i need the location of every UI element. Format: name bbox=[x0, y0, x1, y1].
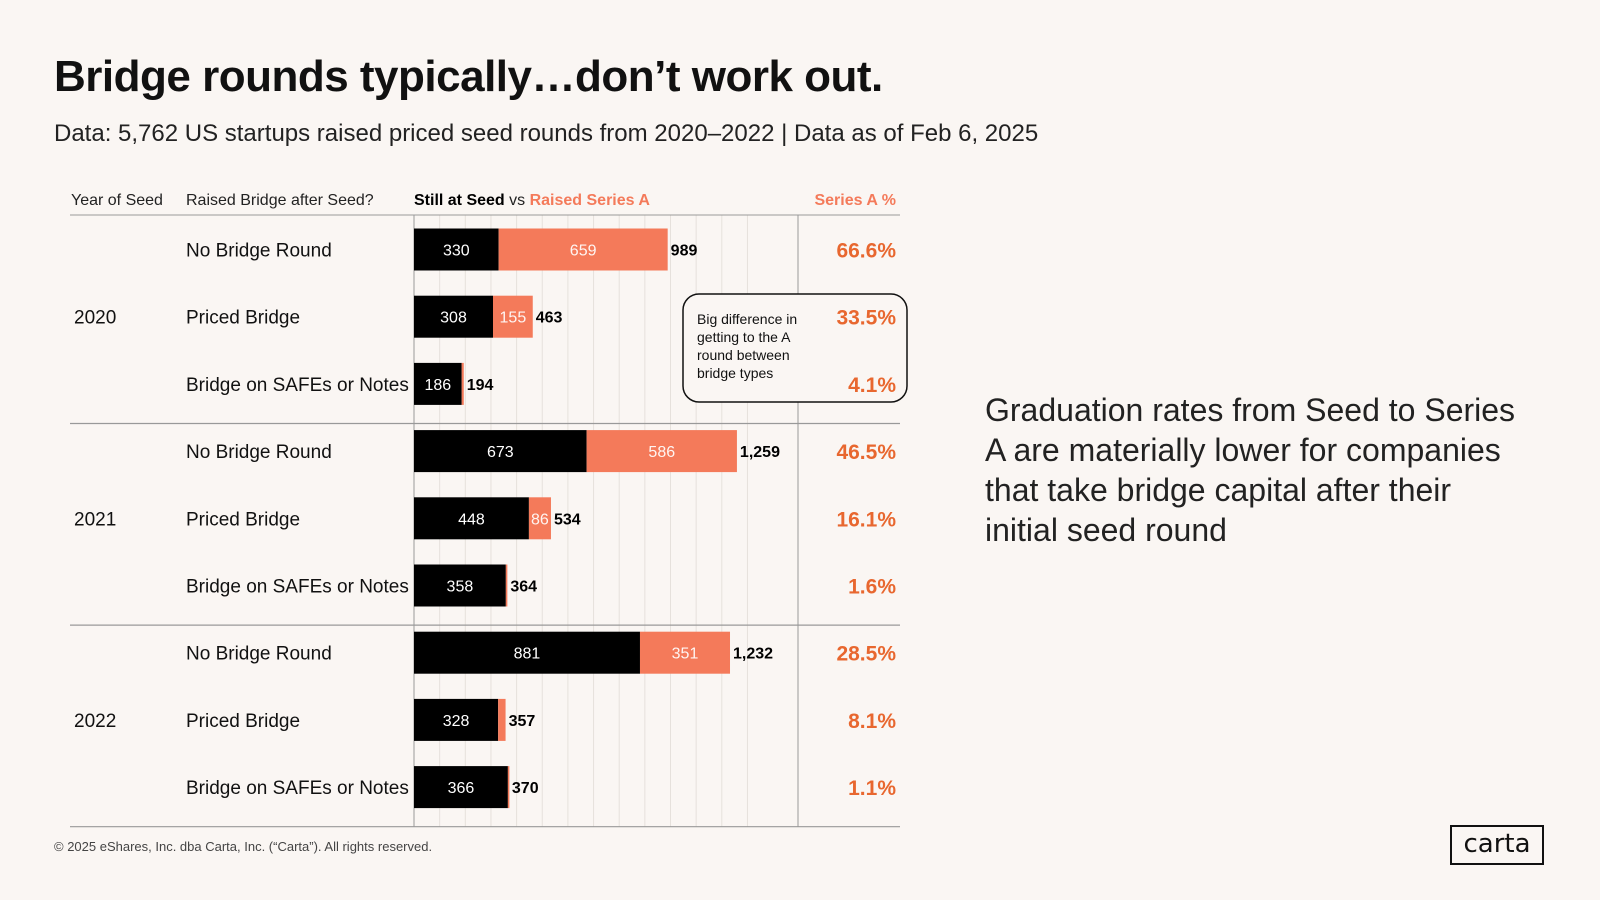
bar-raised-series-a bbox=[498, 698, 506, 741]
bar-raised-series-a bbox=[639, 631, 731, 674]
legend-still-at-seed: Still at Seed bbox=[414, 192, 505, 209]
bar-raised-series-a bbox=[586, 430, 737, 473]
bar-label-raised-series-a: 351 bbox=[672, 646, 699, 663]
row-label: Bridge on SAFEs or Notes bbox=[186, 577, 409, 598]
series-a-pct-value: 46.5% bbox=[836, 441, 896, 464]
series-a-pct-value-callout: 33.5% bbox=[836, 307, 896, 330]
bar-still-at-seed bbox=[414, 497, 529, 540]
bar-raised-series-a bbox=[493, 295, 533, 338]
series-a-pct-value: 1.1% bbox=[848, 777, 896, 800]
bar-label-still-at-seed: 328 bbox=[443, 713, 470, 730]
bar-label-still-at-seed: 881 bbox=[514, 646, 541, 663]
bar-total-label: 194 bbox=[467, 377, 494, 394]
bar-still-at-seed bbox=[414, 362, 462, 405]
row-label: Priced Bridge bbox=[186, 711, 300, 732]
bar-label-raised-series-a: 86 bbox=[531, 511, 549, 528]
bar-label-raised-series-a: 155 bbox=[500, 310, 527, 327]
bar-label-still-at-seed: 186 bbox=[425, 377, 452, 394]
bar-still-at-seed bbox=[414, 631, 640, 674]
series-a-pct-value-callout: 4.1% bbox=[848, 374, 896, 397]
bar-label-still-at-seed: 366 bbox=[448, 780, 475, 797]
bar-total-label: 1,259 bbox=[740, 444, 780, 461]
row-label: No Bridge Round bbox=[186, 241, 332, 262]
row-label: Bridge on SAFEs or Notes bbox=[186, 375, 409, 396]
bar-raised-series-a bbox=[505, 564, 508, 607]
bar-raised-series-a bbox=[498, 228, 668, 271]
bar-total-label: 357 bbox=[509, 713, 536, 730]
bar-total-label: 534 bbox=[554, 511, 581, 528]
row-label: No Bridge Round bbox=[186, 442, 332, 463]
series-a-pct-value: 16.1% bbox=[836, 508, 896, 531]
year-label: 2020 bbox=[74, 308, 116, 329]
row-label: Priced Bridge bbox=[186, 308, 300, 329]
copyright-footer: © 2025 eShares, Inc. dba Carta, Inc. (“C… bbox=[54, 839, 433, 854]
year-label: 2021 bbox=[74, 509, 116, 530]
bar-label-still-at-seed: 448 bbox=[458, 511, 485, 528]
bar-label-still-at-seed: 330 bbox=[443, 243, 470, 260]
bar-total-label: 989 bbox=[671, 243, 698, 260]
bar-label-raised-series-a: 586 bbox=[648, 444, 675, 461]
bar-still-at-seed bbox=[414, 766, 508, 809]
bar-total-label: 364 bbox=[510, 579, 537, 596]
year-label: 2022 bbox=[74, 711, 116, 732]
bar-still-at-seed bbox=[414, 698, 499, 741]
series-a-pct-value: 66.6% bbox=[836, 240, 896, 263]
series-a-pct-value: 28.5% bbox=[836, 643, 896, 666]
bar-still-at-seed bbox=[414, 295, 494, 338]
bar-total-label: 463 bbox=[536, 310, 563, 327]
row-label: Bridge on SAFEs or Notes bbox=[186, 778, 409, 799]
legend-vs: vs bbox=[505, 192, 530, 209]
row-label: Priced Bridge bbox=[186, 509, 300, 530]
carta-logo-text: carta bbox=[1463, 829, 1531, 859]
carta-logo: carta bbox=[1450, 825, 1544, 865]
legend-raised-series-a: Raised Series A bbox=[530, 192, 651, 209]
bar-raised-series-a bbox=[507, 766, 510, 809]
bar-still-at-seed bbox=[414, 564, 506, 607]
bar-still-at-seed bbox=[414, 430, 587, 473]
legend-header: Still at Seed vs Raised Series A bbox=[414, 192, 650, 209]
key-takeaway: Graduation rates from Seed to Series A a… bbox=[985, 392, 1516, 548]
series-a-pct-value: 1.6% bbox=[848, 576, 896, 599]
bar-label-raised-series-a: 659 bbox=[570, 243, 597, 260]
bar-label-still-at-seed: 358 bbox=[447, 579, 474, 596]
page-subtitle: Data: 5,762 US startups raised priced se… bbox=[54, 120, 1039, 147]
bar-raised-series-a bbox=[528, 497, 551, 540]
column-header-series-a-pct: Series A % bbox=[814, 192, 896, 209]
bar-total-label: 1,232 bbox=[733, 646, 773, 663]
bar-label-still-at-seed: 673 bbox=[487, 444, 514, 461]
callout-box bbox=[682, 293, 908, 403]
bar-label-still-at-seed: 308 bbox=[440, 310, 467, 327]
series-a-pct-value: 8.1% bbox=[848, 710, 896, 733]
bar-raised-series-a bbox=[461, 362, 464, 405]
page-title: Bridge rounds typically…don’t work out. bbox=[54, 52, 883, 101]
bar-still-at-seed bbox=[414, 228, 499, 271]
column-header-bridge: Raised Bridge after Seed? bbox=[186, 192, 374, 209]
bar-total-label: 370 bbox=[512, 780, 539, 797]
column-header-year: Year of Seed bbox=[71, 192, 163, 209]
row-label: No Bridge Round bbox=[186, 644, 332, 665]
